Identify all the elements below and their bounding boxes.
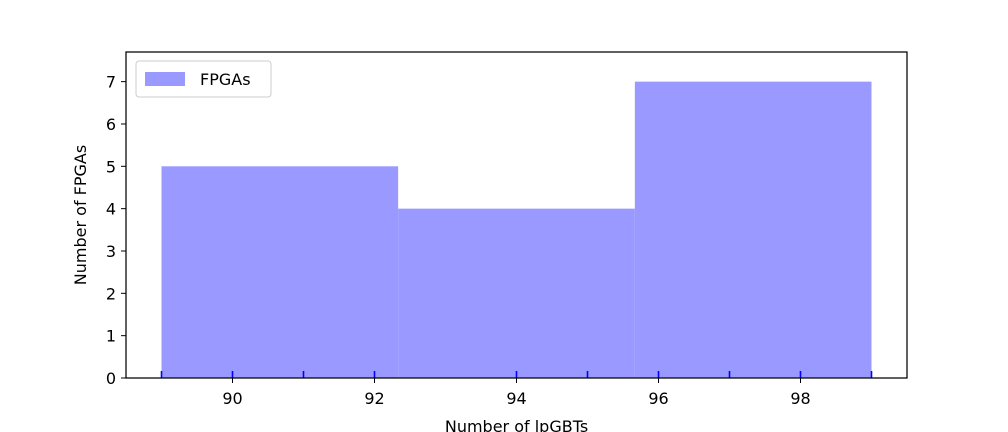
y-axis-ticks: 0 1 2 3 4 5 6 7 xyxy=(106,73,126,388)
y-axis-label: Number of FPGAs xyxy=(71,145,90,285)
y-tick-label-6: 6 xyxy=(106,115,116,134)
legend: FPGAs xyxy=(135,60,272,98)
y-tick-label-2: 2 xyxy=(106,284,116,303)
x-tick-label-3: 96 xyxy=(648,389,668,408)
x-tick-label-4: 98 xyxy=(790,389,810,408)
x-axis-ticks: 90 92 94 96 98 xyxy=(222,378,811,408)
y-tick-label-4: 4 xyxy=(106,200,116,219)
y-tick-label-3: 3 xyxy=(106,242,116,261)
x-tick-label-0: 90 xyxy=(222,389,242,408)
x-tick-label-2: 94 xyxy=(506,389,526,408)
rug-marks xyxy=(160,371,873,378)
histogram-bar-1 xyxy=(398,208,635,378)
y-tick-label-5: 5 xyxy=(106,157,116,176)
histogram-bar-0 xyxy=(161,166,399,378)
x-axis-label: Number of lpGBTs xyxy=(445,417,588,432)
legend-box xyxy=(135,60,272,98)
legend-label-fpgas: FPGAs xyxy=(200,70,251,89)
y-tick-label-1: 1 xyxy=(106,327,116,346)
histogram-bar-2 xyxy=(634,81,872,379)
y-tick-label-7: 7 xyxy=(106,73,116,92)
y-tick-label-0: 0 xyxy=(106,369,116,388)
x-tick-label-1: 92 xyxy=(364,389,384,408)
histogram-bars xyxy=(161,81,872,379)
legend-swatch-fpgas xyxy=(145,72,185,86)
